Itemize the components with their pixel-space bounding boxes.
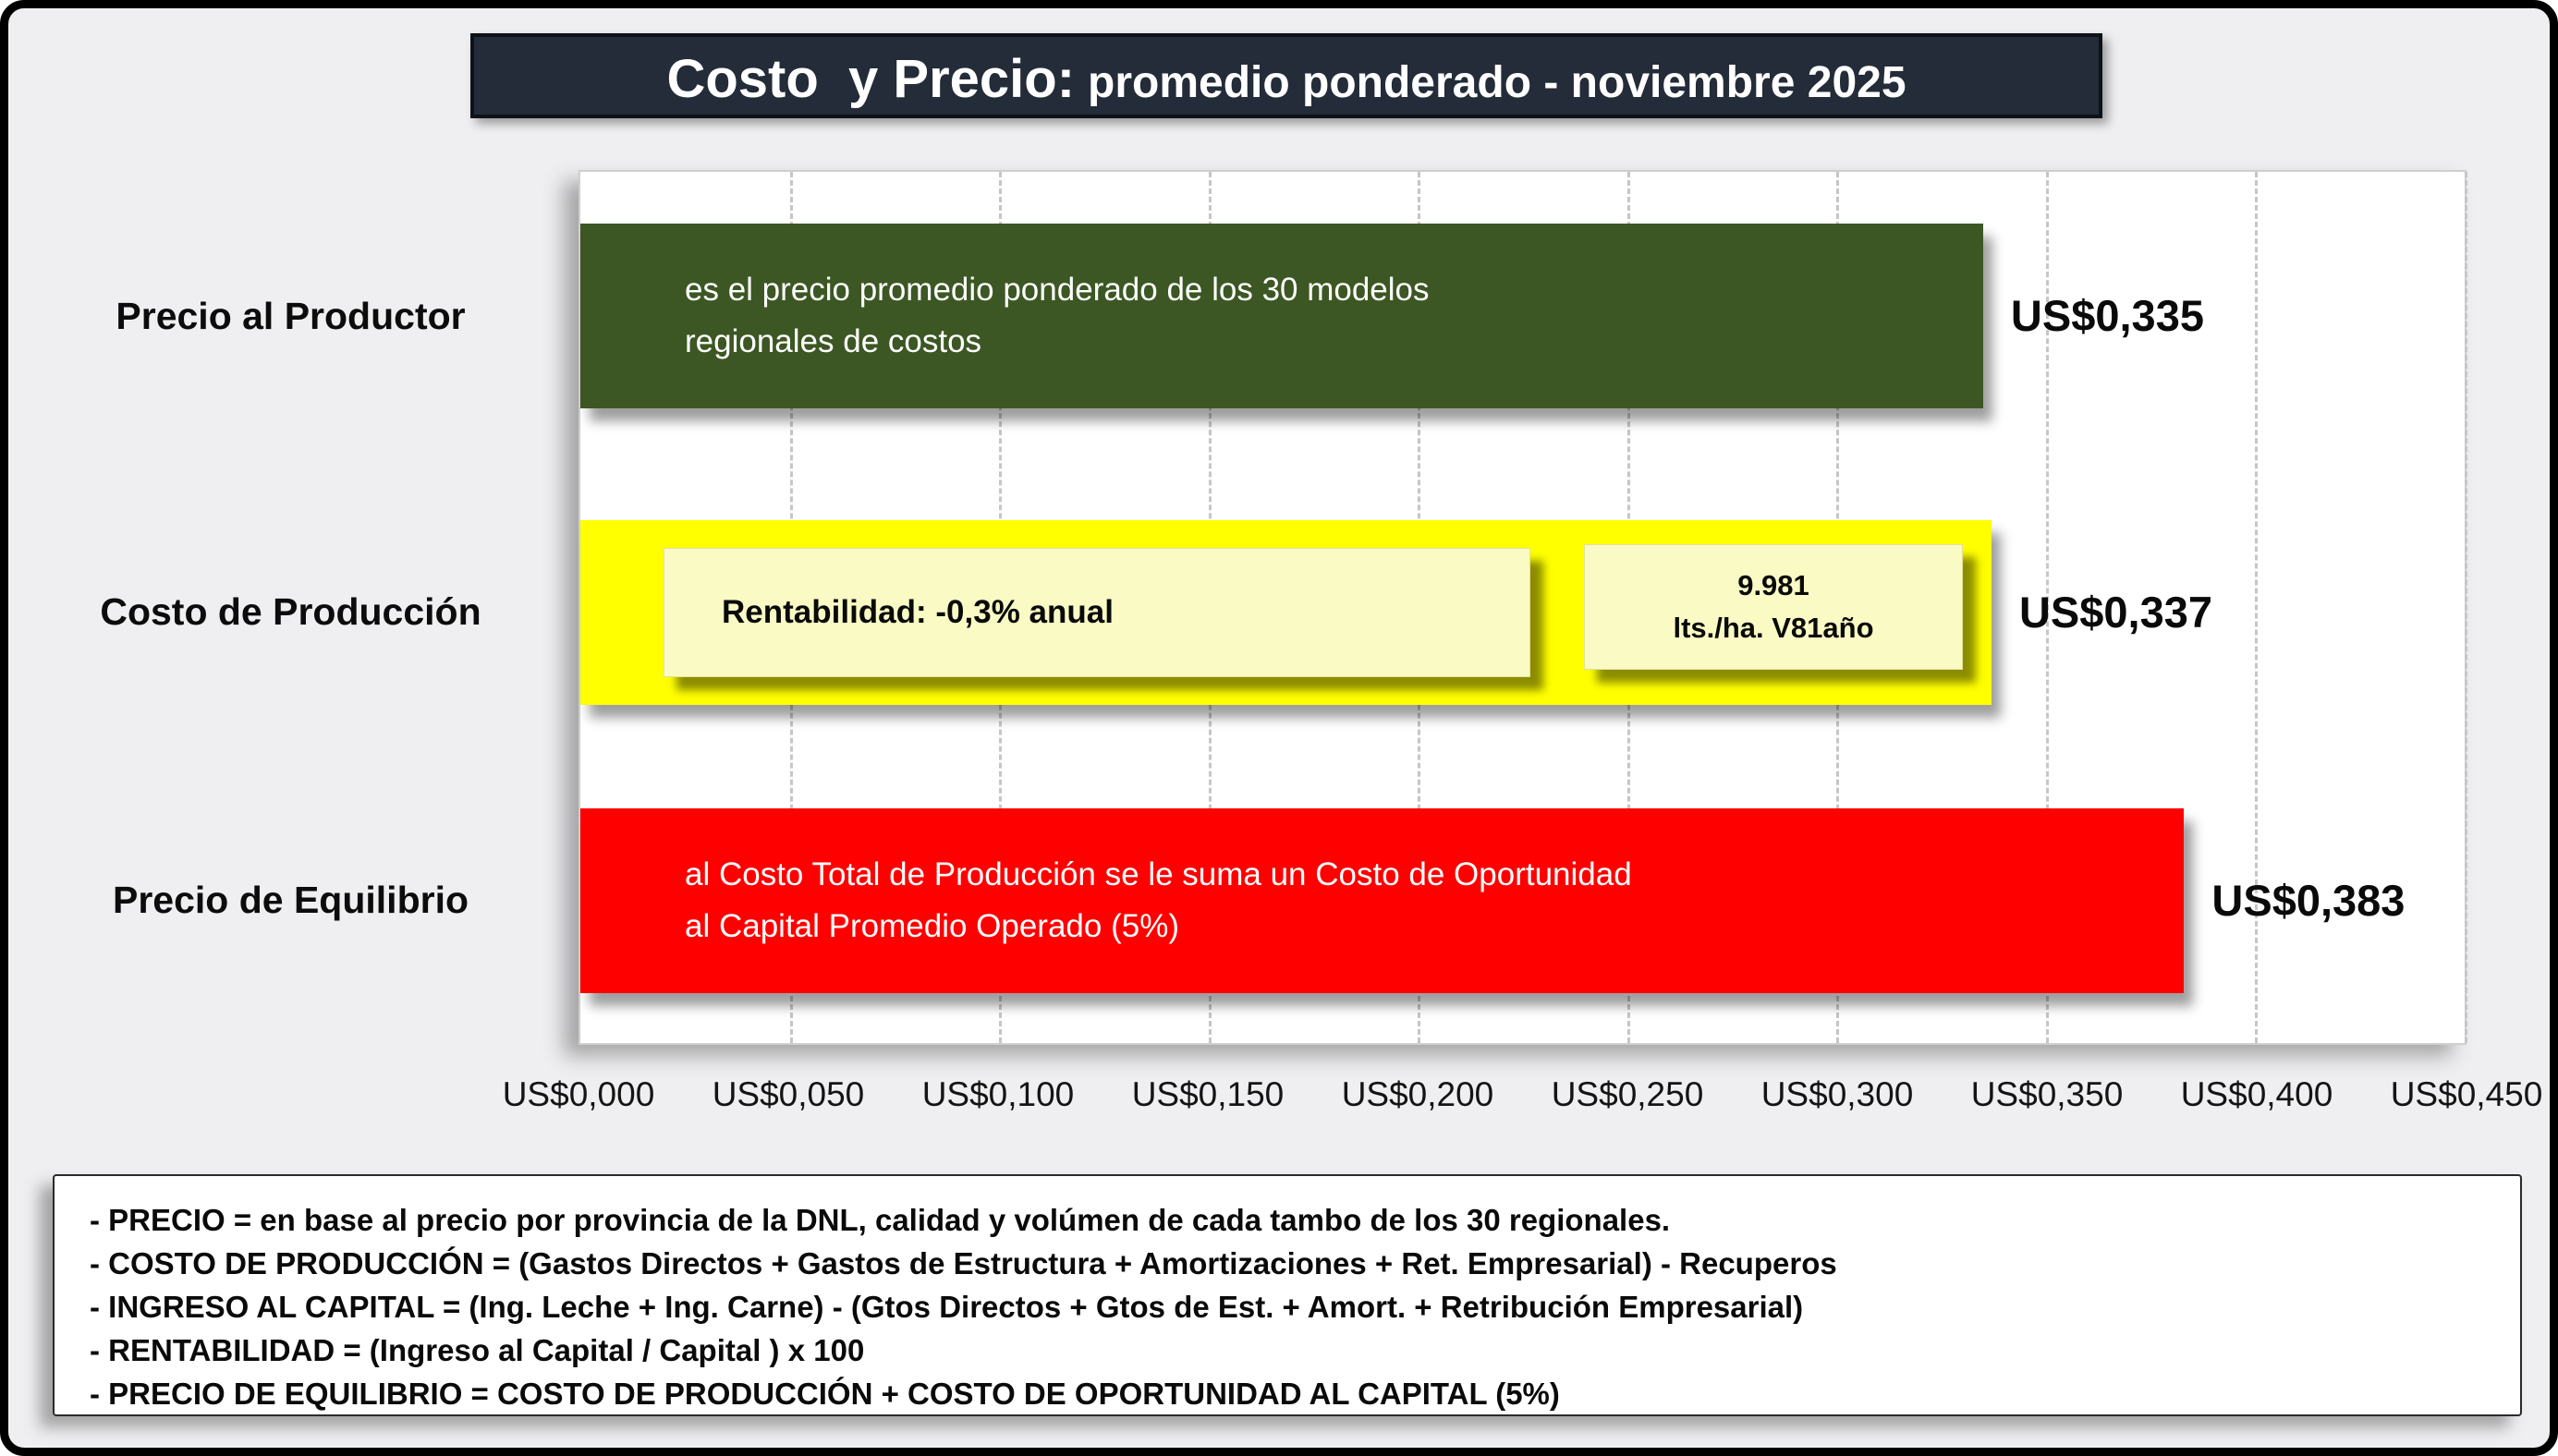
category-label-precio-de-equilibrio: Precio de Equilibrio xyxy=(112,879,469,921)
note-line-rentabilidad: - RENTABILIDAD = (Ingreso al Capital / C… xyxy=(90,1333,865,1367)
gridline xyxy=(2465,172,2467,1043)
value-label-precio-al-productor: US$0,335 xyxy=(2010,291,2204,340)
rentabilidad-note: Rentabilidad: -0,3% anual xyxy=(664,548,1530,677)
x-tick-8: US$0,400 xyxy=(2180,1075,2333,1113)
x-tick-3: US$0,150 xyxy=(1131,1075,1285,1113)
x-tick-4: US$0,200 xyxy=(1341,1075,1494,1113)
bar-precio-de-equilibrio: al Costo Total de Producción se le suma … xyxy=(580,808,2185,993)
gridline xyxy=(2255,172,2259,1043)
category-label-costo-de-produccion: Costo de Producción xyxy=(100,590,481,633)
x-tick-2: US$0,100 xyxy=(921,1075,1075,1113)
bar-annotation-precio-al-productor: es el precio promedio ponderado de los 3… xyxy=(685,272,1430,359)
x-axis: US$0,000 US$0,050 US$0,100 US$0,150 US$0… xyxy=(503,1067,2543,1122)
note-line-costo-de-produccion: - COSTO DE PRODUCCIÓN = (Gastos Directos… xyxy=(90,1246,1837,1280)
bar-row-precio-de-equilibrio: al Costo Total de Producción se le suma … xyxy=(580,808,2465,993)
x-tick-1: US$0,050 xyxy=(712,1075,865,1113)
x-tick-9: US$0,450 xyxy=(2390,1075,2543,1113)
chart-title-bar: Costo y Precio: promedio ponderado - nov… xyxy=(470,33,2102,118)
note-line-precio: - PRECIO = en base al precio por provinc… xyxy=(90,1203,1671,1237)
value-label-costo-de-produccion: US$0,337 xyxy=(2018,588,2213,637)
chart-title-main: Costo y Precio: xyxy=(666,49,1076,109)
x-tick-0: US$0,000 xyxy=(502,1075,655,1113)
chart-title-sub: promedio ponderado - noviembre 2025 xyxy=(1088,58,1906,107)
productividad-note: 9.981 lts./ha. V81año xyxy=(1584,544,1963,670)
note-line-precio-de-equilibrio: - PRECIO DE EQUILIBRIO = COSTO DE PRODUC… xyxy=(90,1377,1560,1411)
x-tick-5: US$0,250 xyxy=(1551,1075,1704,1113)
notes-box: - PRECIO = en base al precio por provinc… xyxy=(53,1174,2522,1416)
note-line-ingreso-al-capital: - INGRESO AL CAPITAL = (Ing. Leche + Ing… xyxy=(90,1290,1804,1324)
x-tick-7: US$0,350 xyxy=(1970,1075,2124,1113)
bar-costo-de-produccion: Rentabilidad: -0,3% anual 9.981 lts./ha.… xyxy=(580,520,1992,705)
bar-precio-al-productor: es el precio promedio ponderado de los 3… xyxy=(580,224,1983,408)
value-label-precio-de-equilibrio: US$0,383 xyxy=(2211,876,2406,925)
bar-row-costo-de-produccion: Rentabilidad: -0,3% anual 9.981 lts./ha.… xyxy=(580,520,2465,705)
category-label-precio-al-productor: Precio al Productor xyxy=(116,295,466,337)
plot-area: es el precio promedio ponderado de los 3… xyxy=(579,170,2467,1045)
gridline xyxy=(2045,172,2049,1043)
bar-row-precio-al-productor: es el precio promedio ponderado de los 3… xyxy=(580,224,2465,408)
bar-annotation-precio-de-equilibrio: al Costo Total de Producción se le suma … xyxy=(685,856,1632,944)
x-tick-6: US$0,300 xyxy=(1760,1075,1914,1113)
